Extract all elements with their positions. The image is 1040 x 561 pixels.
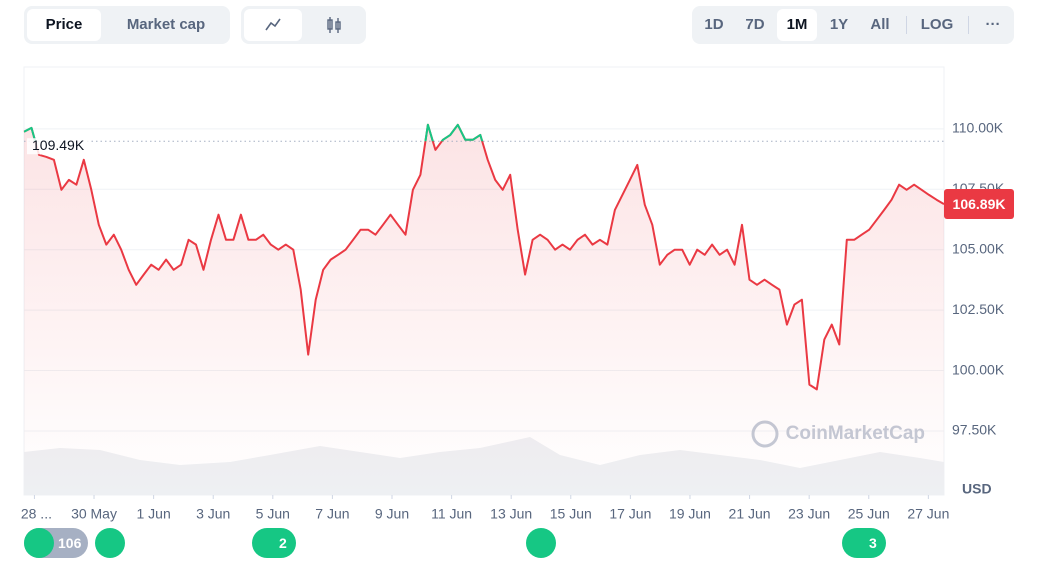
x-tick-label: 17 Jun	[609, 506, 651, 522]
event-badge[interactable]	[526, 528, 556, 558]
range-button[interactable]: All	[870, 16, 890, 33]
tab[interactable]: Price	[27, 9, 101, 41]
x-tick-label: 30 May	[71, 506, 117, 522]
x-tick-label: 27 Jun	[907, 506, 949, 522]
volume-area	[24, 437, 944, 495]
y-tick-label: 110.00K	[952, 120, 1004, 136]
more-button[interactable]: ···	[985, 16, 1001, 33]
y-tick-label: 102.50K	[952, 301, 1005, 317]
y-tick-label: 97.50K	[952, 422, 997, 438]
reference-label-bg	[27, 138, 91, 155]
x-tick-label: 21 Jun	[729, 506, 771, 522]
tab-group: Price Market cap	[24, 6, 230, 44]
log-button[interactable]: LOG	[920, 16, 954, 33]
x-tick-label: 5 Jun	[256, 506, 290, 522]
reference-label: 109.49K	[32, 137, 85, 153]
line-style-button[interactable]	[244, 9, 302, 41]
x-tick-label: 23 Jun	[788, 506, 830, 522]
range-button[interactable]: 1M	[777, 9, 817, 41]
event-badge[interactable]: 3	[842, 528, 886, 558]
event-badge[interactable]: 2	[252, 528, 296, 558]
last-price-tag	[944, 189, 1014, 220]
event-count: 3	[869, 535, 877, 551]
watermark-logo	[751, 420, 779, 448]
candle-style-button[interactable]	[305, 9, 363, 41]
price-line	[23, 123, 945, 391]
x-tick-label: 28 ...	[21, 506, 52, 522]
x-tick-label: 25 Jun	[848, 506, 890, 522]
watermark: CoinMarketCap	[786, 423, 925, 444]
x-tick-label: 1 Jun	[136, 506, 170, 522]
tab[interactable]: Market cap	[126, 16, 206, 33]
event-badge[interactable]	[95, 528, 125, 558]
range-button[interactable]: 7D	[745, 16, 765, 33]
range-group: 1D 7D 1M 1Y All LOG ···	[692, 6, 1014, 44]
x-tick-label: 9 Jun	[375, 506, 409, 522]
event-count: 2	[279, 535, 287, 551]
x-tick-label: 19 Jun	[669, 506, 711, 522]
price-area	[24, 124, 944, 496]
event-count: 106	[58, 535, 82, 551]
price-line-above-reference	[24, 123, 484, 142]
unit-label: USD	[962, 481, 992, 497]
event-badge[interactable]	[24, 528, 54, 558]
range-button[interactable]: 1D	[704, 16, 724, 33]
y-tick-label: 100.00K	[952, 361, 1005, 377]
plot-frame	[23, 66, 945, 496]
x-tick-label: 3 Jun	[196, 506, 230, 522]
y-tick-label: 107.50K	[952, 180, 1005, 196]
last-price-label: 106.89K	[953, 196, 1006, 212]
x-tick-label: 7 Jun	[315, 506, 349, 522]
y-tick-label: 105.00K	[952, 240, 1005, 256]
x-tick-label: 15 Jun	[550, 506, 592, 522]
x-tick-label: 13 Jun	[490, 506, 532, 522]
x-tick-label: 11 Jun	[431, 506, 472, 522]
chart-style-group	[241, 6, 366, 44]
range-button[interactable]: 1Y	[829, 16, 849, 33]
